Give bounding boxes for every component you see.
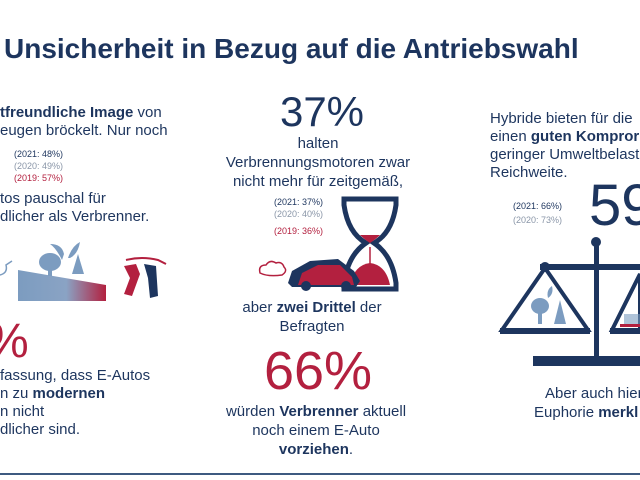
fuel-nozzles-icon	[124, 257, 167, 298]
center-note-2020: (2020: 40%)	[274, 209, 324, 219]
center-line3: nicht mehr für zeitgemäß,	[232, 173, 404, 190]
left-text-line4: dlicher als Verbrenner.	[0, 208, 150, 225]
center-mid-line2: Befragten	[279, 318, 345, 335]
center-note-2019: (2019: 36%)	[274, 226, 324, 236]
center-bottom-line1: würden Verbrenner aktuell	[226, 403, 406, 421]
center-bottom-bold: Verbrenner	[279, 403, 359, 420]
right-bottom-line1: Aber auch hier	[545, 385, 640, 402]
car-icon	[258, 259, 360, 291]
landscape-trees-icon	[18, 242, 106, 301]
right-line2-bold: guten Kompror	[530, 128, 640, 145]
left-text-line3: tos pauschal für	[0, 190, 106, 207]
left-bottom-line3: n nicht	[0, 403, 45, 420]
page-title: Unsicherheit in Bezug auf die Antriebswa…	[4, 33, 579, 64]
left-bottom-line1: fassung, dass E-Autos	[0, 367, 151, 384]
right-line1: Hybride bieten für die	[490, 110, 633, 127]
center-line2: Verbrennungsmotoren zwar	[225, 154, 411, 171]
balance-scale-icon	[498, 237, 640, 366]
hourglass-icon	[341, 196, 399, 292]
center-line1: halten	[297, 135, 339, 152]
left-bottom-line4: dlicher sind.	[0, 421, 81, 438]
center-mid-bold: zwei Drittel	[276, 299, 356, 316]
right-value: 59	[589, 173, 640, 238]
right-line4: Reichweite.	[490, 164, 568, 181]
center-bottom-post2: .	[348, 441, 354, 458]
left-note-2019: (2019: 57%)	[14, 173, 64, 183]
center-bottom-line3: vorziehen.	[279, 441, 353, 459]
right-line3: geringer Umweltbelast	[490, 146, 640, 163]
right-bottom-line2: Euphorie merkl	[534, 404, 638, 422]
center-mid-pre: aber	[242, 299, 277, 316]
center-note-2021: (2021: 37%)	[274, 197, 324, 207]
left-bold-text: tfreundliche Image	[0, 104, 134, 121]
left-note-2020: (2020: 49%)	[14, 161, 64, 171]
left-bottom-line2: n zu modernen	[0, 385, 105, 403]
right-line2-pre: einen	[490, 128, 531, 145]
left-bottom-bold: modernen	[32, 385, 106, 402]
bottom-divider	[0, 473, 640, 475]
right-note-2020: (2020: 73%)	[513, 215, 563, 225]
right-note-2021: (2021: 66%)	[513, 201, 563, 211]
center-value: 37%	[279, 88, 365, 135]
plug-icon	[0, 260, 13, 276]
center-bottom-line2: noch einem E-Auto	[252, 422, 380, 439]
center-bottom-post: aktuell	[358, 403, 407, 420]
left-text-line2: eugen bröckelt. Nur noch	[0, 122, 168, 139]
center-value2: 66%	[263, 341, 373, 401]
right-line2: einen guten Kompror	[490, 128, 639, 146]
right-bottom-bold: merkl	[598, 404, 639, 421]
center-bottom-bold2: vorziehen	[278, 441, 349, 458]
left-note-2021: (2021: 48%)	[14, 149, 64, 159]
center-bottom-pre: würden	[225, 403, 280, 420]
left-big-value: %	[0, 314, 29, 369]
left-text-rest: von	[133, 104, 162, 121]
left-bottom-pre: n zu	[0, 385, 33, 402]
center-mid-line1: aber zwei Drittel der	[242, 299, 381, 317]
left-text-line1: tfreundliche Image von	[0, 104, 162, 122]
right-bottom-pre: Euphorie	[534, 404, 599, 421]
center-mid-post: der	[355, 299, 382, 316]
